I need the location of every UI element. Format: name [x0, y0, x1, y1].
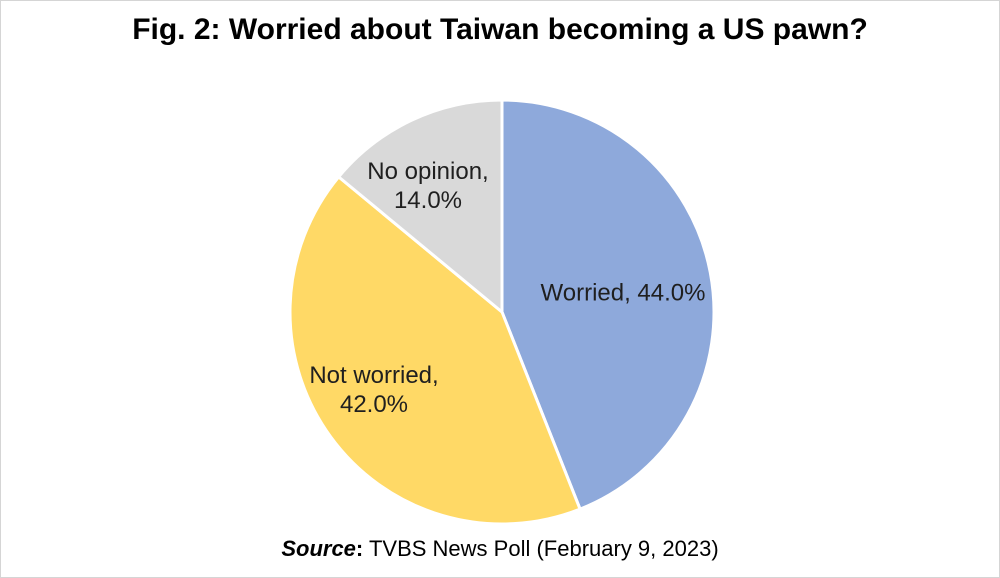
source-colon: :: [355, 536, 364, 561]
pie-label-no-opinion: No opinion, 14.0%: [367, 157, 488, 215]
pie-label-line: No opinion,: [367, 158, 489, 185]
pie-label-line: 14.0%: [393, 187, 463, 214]
source-note: Source: TVBS News Poll (February 9, 2023…: [1, 535, 999, 563]
pie-slice-worried: [500, 98, 716, 511]
pie-slice-not-worried: [288, 175, 582, 526]
source-text: TVBS News Poll (February 9, 2023): [363, 536, 719, 561]
pie-label-worried: Worried, 44.0%: [541, 279, 706, 308]
source-label: Source: [281, 536, 356, 561]
pie-label-line: 42.0%: [339, 391, 409, 418]
chart-title: Fig. 2: Worried about Taiwan becoming a …: [132, 13, 868, 46]
pie-label-line: Worried, 44.0%: [540, 279, 706, 307]
pie-label-not-worried: Not worried, 42.0%: [309, 361, 438, 419]
pie-slice-no-opinion: [337, 98, 504, 314]
pie-label-line: Not worried,: [309, 362, 439, 389]
